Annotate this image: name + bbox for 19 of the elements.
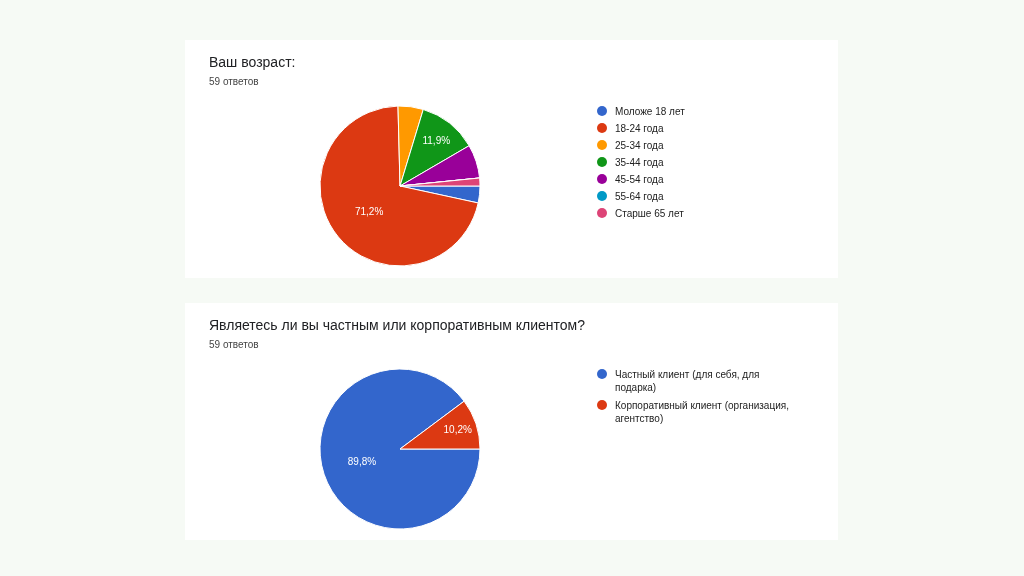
data-label: 11,9%: [422, 134, 451, 146]
legend-label: Частный клиент (для себя, для подарка): [615, 369, 760, 393]
pie-slice: [319, 105, 479, 267]
legend-label: 45-54 года: [615, 174, 664, 185]
data-label: 89,8%: [347, 456, 377, 468]
legend-label: 35-44 года: [615, 157, 664, 168]
chart-title: Являетесь ли вы частным или корпоративным клиентом?: [209, 317, 586, 333]
legend-label: Корпоративный клиент (организация, агентство): [615, 400, 789, 424]
pie-slice: [319, 368, 481, 530]
legend-label: 18-24 года: [615, 123, 664, 134]
data-label: 10,2%: [443, 424, 472, 436]
text: 59 ответов: [209, 339, 259, 350]
legend-label: 25-34 года: [615, 140, 664, 151]
data-label: 71,2%: [354, 206, 384, 217]
legend-label: 55-64 года: [615, 191, 664, 202]
chart-title: Ваш возраст:: [209, 54, 296, 70]
text: 59 ответов: [209, 76, 259, 87]
legend-label: Моложе 18 лет: [615, 106, 686, 117]
legend-label: Старше 65 лет: [615, 208, 685, 219]
